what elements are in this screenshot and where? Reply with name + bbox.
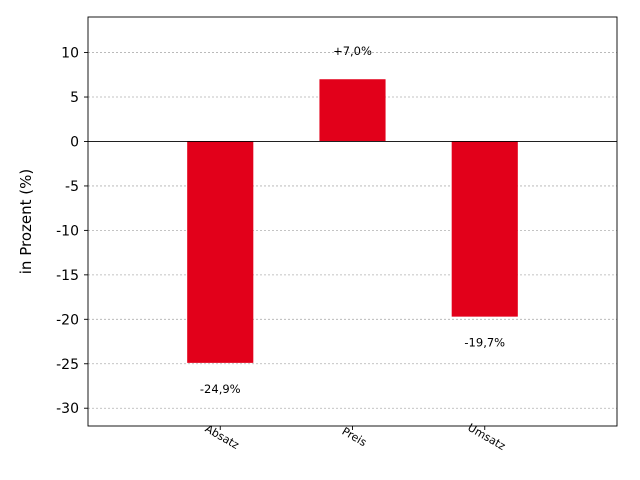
bars [187,79,518,363]
grid-lines [88,52,617,409]
y-axis-ticks: 10 5 0 -5 -10 -15 -20 -25 -30 [56,46,88,417]
bar-absatz [187,141,254,363]
y-tick-label: -20 [56,312,79,328]
x-tick-label: Absatz [203,422,242,452]
y-tick-label: 10 [61,46,79,62]
y-tick-label: -30 [56,401,79,417]
bar-preis [319,79,386,142]
y-axis-title: in Prozent (%) [17,169,35,274]
y-tick-label: 0 [70,134,79,150]
data-label: -19,7% [464,336,505,350]
data-labels: -24,9% +7,0% -19,7% [200,44,505,396]
x-tick-label: Preis [340,425,369,450]
bar-umsatz [451,141,518,317]
data-label: -24,9% [200,382,241,396]
y-tick-label: -5 [65,179,79,195]
plot-frame [87,16,618,427]
y-tick-label: -25 [56,357,79,373]
y-tick-label: 5 [70,90,79,106]
data-label: +7,0% [333,44,372,58]
y-tick-label: -10 [56,223,79,239]
y-tick-label: -15 [56,268,79,284]
